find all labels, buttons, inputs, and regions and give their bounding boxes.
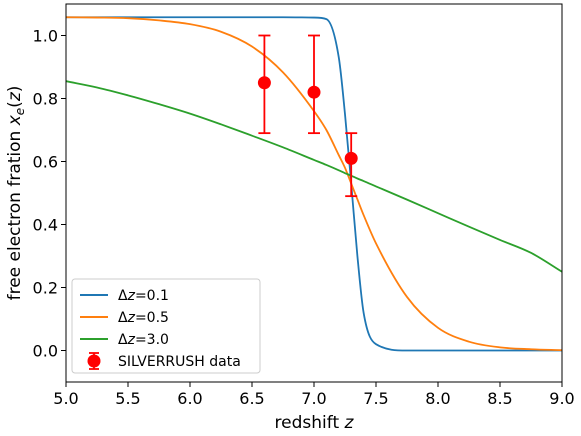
y-axis-label-prefix: free electron fration (5, 125, 25, 300)
x-tick-label: 5.0 (53, 389, 78, 408)
x-tick-label: 6.0 (177, 389, 202, 408)
x-tick-label: 7.5 (363, 389, 388, 408)
data-point-0 (257, 34, 271, 135)
data-marker (307, 85, 321, 99)
legend-label-value: =0.1 (135, 288, 169, 304)
x-tick-label: 8.0 (425, 389, 450, 408)
y-axis-label-var: x (5, 114, 25, 126)
legend-label-value: =0.5 (135, 310, 169, 326)
y-tick-label: 0.6 (33, 153, 58, 172)
data-point-2 (344, 132, 358, 198)
series-line-0 (66, 16, 562, 352)
series-line-1 (66, 16, 562, 352)
x-tick-label: 5.5 (115, 389, 140, 408)
x-tick-label: 7.0 (301, 389, 326, 408)
x-axis-label-prefix: redshift (275, 413, 345, 433)
x-axis-ticks: 5.0 5.5 6.0 6.5 7.0 7.5 8.0 8.5 9.0 (53, 382, 575, 408)
y-axis-label: free electron fration xe(z) (5, 86, 27, 301)
y-tick-label: 0.4 (33, 216, 58, 235)
y-axis-label-suffix-close: ) (5, 86, 25, 93)
legend-label-delta: Δ (118, 332, 128, 348)
legend-label-delta: Δ (118, 310, 128, 326)
x-tick-label: 8.5 (487, 389, 512, 408)
legend-label-var: z (127, 332, 136, 348)
x-tick-label: 6.5 (239, 389, 264, 408)
x-axis-label: redshift z (275, 413, 355, 433)
y-axis-ticks: 0.0 0.2 0.4 0.6 0.8 1.0 (33, 27, 66, 361)
legend-label-2: Δz=3.0 (118, 332, 169, 348)
y-tick-label: 1.0 (33, 27, 58, 46)
legend-label-0: Δz=0.1 (118, 288, 169, 304)
y-axis-label-suffix-open: ( (5, 101, 25, 108)
legend-box (71, 278, 261, 374)
legend-label-value: =3.0 (135, 332, 169, 348)
y-tick-label: 0.0 (33, 342, 58, 361)
x-tick-label: 9.0 (549, 389, 574, 408)
legend-label-delta: Δ (118, 288, 128, 304)
data-series-group (66, 16, 562, 352)
data-point-1 (307, 34, 321, 135)
y-axis-label-suffix-var: z (5, 91, 25, 102)
data-marker (257, 76, 271, 90)
data-marker (344, 151, 358, 165)
legend-label-3: SILVERRUSH data (118, 354, 241, 370)
y-axis-label-sub: e (13, 108, 27, 115)
y-tick-label: 0.8 (33, 90, 58, 109)
errorbar-group (257, 34, 358, 198)
legend-label-1: Δz=0.5 (118, 310, 169, 326)
legend-label-var: z (127, 310, 136, 326)
y-tick-label: 0.2 (33, 279, 58, 298)
legend-label-var: z (127, 288, 136, 304)
x-axis-label-var: z (344, 413, 355, 433)
legend-marker (87, 354, 101, 368)
series-line-2 (66, 80, 562, 273)
